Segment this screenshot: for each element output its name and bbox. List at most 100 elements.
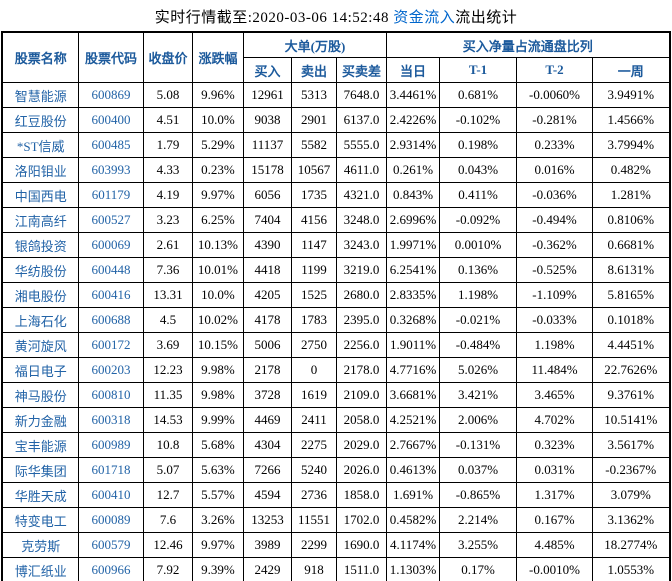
cell-change-pct: 9.39% [191, 557, 244, 581]
cell-change-pct: 9.97% [191, 182, 244, 208]
cell-pct-t1: 2.214% [439, 507, 517, 533]
cell-stock-name[interactable]: 洛阳钼业 [1, 157, 79, 183]
cell-pct-week: 3.7994% [591, 132, 671, 158]
cell-stock-name[interactable]: 特变电工 [1, 507, 79, 533]
cell-pct-day: 4.7716% [386, 357, 440, 383]
cell-pct-t2: 3.465% [516, 382, 593, 408]
cell-stock-code[interactable]: 600688 [77, 307, 144, 333]
cell-sell-volume: 1619 [290, 382, 337, 408]
cell-stock-code[interactable]: 600410 [77, 482, 144, 508]
cell-stock-name[interactable]: 新力金融 [1, 407, 79, 433]
cell-close-price: 3.23 [142, 207, 193, 233]
cell-pct-t1: 3.255% [439, 532, 517, 558]
col-header-t1: T-1 [439, 57, 517, 83]
cell-sell-volume: 1783 [290, 307, 337, 333]
cell-stock-code[interactable]: 600069 [77, 232, 144, 258]
cell-stock-code[interactable]: 600579 [77, 532, 144, 558]
cell-stock-code[interactable]: 601179 [77, 182, 144, 208]
cell-stock-name[interactable]: 神马股份 [1, 382, 79, 408]
cell-sell-volume: 918 [290, 557, 337, 581]
cell-sell-volume: 2736 [290, 482, 337, 508]
cell-change-pct: 9.98% [191, 382, 244, 408]
cell-stock-code[interactable]: 600527 [77, 207, 144, 233]
cell-sell-volume: 2275 [290, 432, 337, 458]
cell-buy-sell-diff: 2395.0 [335, 307, 388, 333]
title-suffix-text: 流出统计 [455, 10, 518, 26]
cell-pct-t1: -0.021% [439, 307, 517, 333]
cell-pct-day: 0.843% [386, 182, 440, 208]
cell-sell-volume: 1525 [290, 282, 337, 308]
cell-stock-code[interactable]: 600989 [77, 432, 144, 458]
table-row: 神马股份 600810 11.35 9.98% 3728 1619 2109.0 3.6681… [1, 382, 671, 408]
cell-buy-volume: 7266 [242, 457, 292, 483]
cell-buy-sell-diff: 3243.0 [335, 232, 388, 258]
cell-stock-code[interactable]: 600966 [77, 557, 144, 581]
title-timestamp-text: 实时行情截至:2020-03-06 14:52:48 [154, 10, 394, 26]
cell-change-pct: 10.02% [191, 307, 244, 333]
cell-buy-volume: 7404 [242, 207, 292, 233]
cell-stock-name[interactable]: 克劳斯 [1, 532, 79, 558]
table-header: 股票名称 股票代码 收盘价 涨跌幅 大单(万股) 买入净量占流通盘比列 买入 卖… [1, 31, 671, 83]
cell-pct-t2: -0.281% [516, 107, 593, 133]
title-link-funds-inflow[interactable]: 资金流入 [393, 10, 456, 26]
cell-stock-name[interactable]: 江南高纤 [1, 207, 79, 233]
cell-pct-week: 4.4451% [591, 332, 671, 358]
cell-stock-code[interactable]: 600448 [77, 257, 144, 283]
cell-pct-t2: 4.702% [516, 407, 593, 433]
cell-stock-name[interactable]: 福日电子 [1, 357, 79, 383]
cell-stock-name[interactable]: *ST信威 [1, 132, 79, 158]
cell-stock-name[interactable]: 中国西电 [1, 182, 79, 208]
col-header-t2: T-2 [516, 57, 593, 83]
cell-change-pct: 6.25% [191, 207, 244, 233]
cell-stock-name[interactable]: 红豆股份 [1, 107, 79, 133]
cell-pct-day: 3.6681% [386, 382, 440, 408]
cell-pct-day: 0.3268% [386, 307, 440, 333]
cell-stock-code[interactable]: 600203 [77, 357, 144, 383]
cell-sell-volume: 2411 [290, 407, 337, 433]
cell-buy-sell-diff: 2026.0 [335, 457, 388, 483]
cell-stock-code[interactable]: 600485 [77, 132, 144, 158]
cell-close-price: 1.79 [142, 132, 193, 158]
cell-stock-code[interactable]: 600810 [77, 382, 144, 408]
cell-change-pct: 5.57% [191, 482, 244, 508]
cell-buy-volume: 11137 [242, 132, 292, 158]
cell-stock-name[interactable]: 银鸽投资 [1, 232, 79, 258]
cell-stock-code[interactable]: 600172 [77, 332, 144, 358]
cell-pct-t1: -0.131% [439, 432, 517, 458]
cell-stock-name[interactable]: 湘电股份 [1, 282, 79, 308]
cell-pct-week: 3.9491% [591, 82, 671, 108]
cell-stock-code[interactable]: 600089 [77, 507, 144, 533]
cell-pct-t2: 4.485% [516, 532, 593, 558]
cell-sell-volume: 5240 [290, 457, 337, 483]
cell-stock-name[interactable]: 智慧能源 [1, 82, 79, 108]
cell-stock-code[interactable]: 600318 [77, 407, 144, 433]
col-header-buy-sell-diff: 买卖差 [335, 57, 388, 83]
cell-pct-t2: -0.494% [516, 207, 593, 233]
cell-pct-t2: 0.031% [516, 457, 593, 483]
cell-buy-sell-diff: 4611.0 [335, 157, 388, 183]
cell-stock-code[interactable]: 601718 [77, 457, 144, 483]
table-row: 华纺股份 600448 7.36 10.01% 4418 1199 3219.0 6.2541… [1, 257, 671, 283]
cell-stock-name[interactable]: 博汇纸业 [1, 557, 79, 581]
cell-stock-code[interactable]: 600869 [77, 82, 144, 108]
page-title: 实时行情截至:2020-03-06 14:52:48 资金流入流出统计 [0, 0, 672, 31]
cell-close-price: 10.8 [142, 432, 193, 458]
cell-stock-name[interactable]: 黄河旋风 [1, 332, 79, 358]
cell-stock-name[interactable]: 华纺股份 [1, 257, 79, 283]
cell-pct-week: 3.5617% [591, 432, 671, 458]
cell-stock-code[interactable]: 600400 [77, 107, 144, 133]
table-row: 黄河旋风 600172 3.69 10.15% 5006 2750 2256.0 1.9011… [1, 332, 671, 358]
cell-pct-week: 0.1018% [591, 307, 671, 333]
cell-stock-name[interactable]: 宝丰能源 [1, 432, 79, 458]
cell-sell-volume: 1735 [290, 182, 337, 208]
cell-buy-sell-diff: 4321.0 [335, 182, 388, 208]
cell-stock-name[interactable]: 华胜天成 [1, 482, 79, 508]
header-row-groups: 股票名称 股票代码 收盘价 涨跌幅 大单(万股) 买入净量占流通盘比列 [1, 31, 671, 83]
cell-stock-name[interactable]: 际华集团 [1, 457, 79, 483]
cell-stock-code[interactable]: 600416 [77, 282, 144, 308]
cell-pct-t1: 0.198% [439, 132, 517, 158]
cell-pct-t1: 1.198% [439, 282, 517, 308]
cell-stock-name[interactable]: 上海石化 [1, 307, 79, 333]
cell-buy-sell-diff: 2029.0 [335, 432, 388, 458]
cell-stock-code[interactable]: 603993 [77, 157, 144, 183]
